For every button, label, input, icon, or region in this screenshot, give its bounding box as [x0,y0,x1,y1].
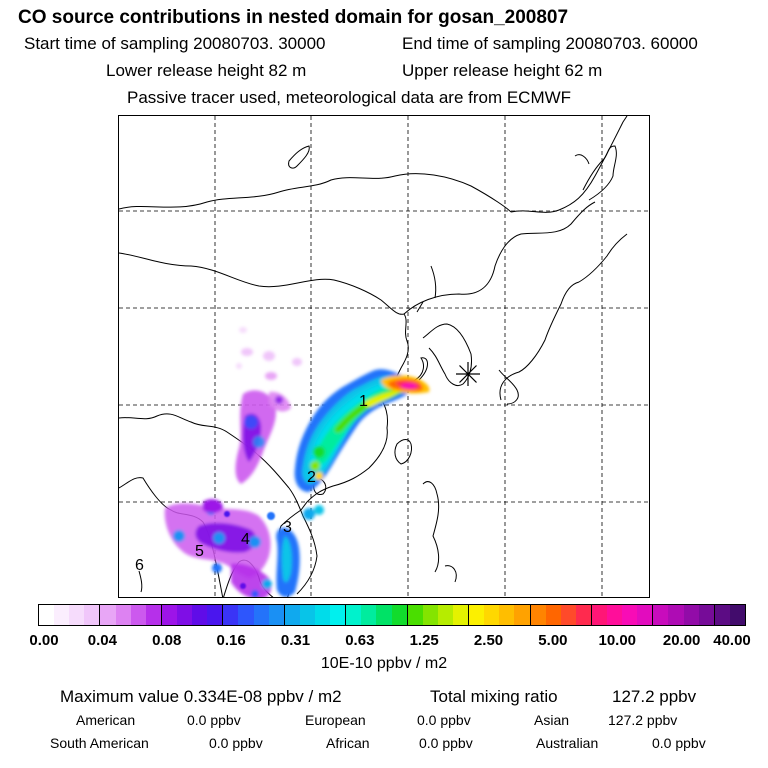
colorbar-tick-label: 0.16 [216,632,246,649]
colorbar-swatch [607,605,623,625]
colorbar-swatch [361,605,377,625]
colorbar-swatch [653,605,669,625]
colorbar-swatch [161,605,177,625]
australian-label: Australian [536,735,599,751]
south-american-label: South American [50,735,149,751]
colorbar-swatch [407,605,423,625]
colorbar-swatch [422,605,438,625]
african-value: 0.0 ppbv [419,735,473,751]
colorbar-tick-label: 0.63 [345,632,375,649]
colorbar-swatch [346,605,362,625]
colorbar-swatch [284,605,300,625]
colorbar-swatch [469,605,485,625]
colorbar-tick-label: 0.08 [152,632,182,649]
colorbar-tick-label: 0.00 [29,632,59,649]
colorbar-swatch [253,605,269,625]
colorbar-swatch [299,605,315,625]
colorbar-swatch [698,605,715,625]
colorbar-tick-label: 2.50 [473,632,504,649]
colorbar-swatch [729,605,746,625]
colorbar-units: 10E-10 ppbv / m2 [320,655,448,672]
colorbar-swatch [668,605,684,625]
colorbar-swatch [176,605,193,625]
asian-label: Asian [534,712,570,728]
colorbar-swatch [560,605,576,625]
colorbar-swatch [683,605,699,625]
source-contribution-field [164,327,430,597]
start-time-label: Start time of sampling 20080703. 30000 [24,34,326,53]
region-label-4: 4 [241,531,250,548]
colorbar-swatch [268,605,285,625]
tracer-note: Passive tracer used, meteorological data… [127,88,572,107]
colorbar-swatch [84,605,101,625]
colorbar-tick-label: 40.00 [713,632,751,649]
colorbar-swatch [145,605,162,625]
american-label: American [76,712,136,728]
african-label: African [326,735,370,751]
colorbar-swatch [115,605,131,625]
colorbar-swatch [69,605,85,625]
colorbar-tick-label: 0.04 [87,632,117,649]
colorbar-swatch [54,605,70,625]
colorbar-swatch [330,605,347,625]
colorbar-swatch [499,605,515,625]
south-american-value: 0.0 ppbv [209,735,263,751]
american-value: 0.0 ppbv [187,712,241,728]
plot-title: CO source contributions in nested domain… [18,7,569,28]
map-svg: 1 2 3 4 5 6 [119,116,649,597]
colorbar-swatch [223,605,239,625]
colorbar-swatch [545,605,561,625]
colorbar-swatch [39,605,55,625]
colorbar-swatch [714,605,730,625]
region-label-5: 5 [195,543,204,560]
colorbar-swatch [452,605,470,625]
colorbar-tick-label: 20.00 [662,632,701,649]
upper-release-label: Upper release height 62 m [402,61,603,80]
european-label: European [305,712,366,728]
colorbar-swatch [575,605,592,625]
colorbar-tick-label: 10.00 [598,632,637,649]
total-mixing-label: Total mixing ratio [430,687,558,706]
colorbar-swatch [637,605,654,625]
colorbar-swatch [484,605,500,625]
total-mixing-value: 127.2 ppbv [612,687,697,706]
asian-value: 127.2 ppbv [608,712,678,728]
colorbar-swatch [391,605,408,625]
region-label-6: 6 [135,557,144,574]
asterisk-icon [456,362,480,386]
colorbar-swatch [437,605,453,625]
colorbar-tick-label: 0.31 [280,632,311,649]
map-panel: 1 2 3 4 5 6 [118,115,650,598]
max-value-label: Maximum value 0.334E-08 ppbv / m2 [60,687,342,706]
colorbar-swatch [622,605,638,625]
colorbar [38,604,746,626]
european-value: 0.0 ppbv [417,712,471,728]
colorbar-swatch [530,605,546,625]
region-label-3: 3 [283,519,292,536]
colorbar-swatch [207,605,224,625]
colorbar-swatch [100,605,116,625]
region-label-2: 2 [307,469,316,486]
colorbar-swatch [130,605,146,625]
australian-value: 0.0 ppbv [652,735,706,751]
lat-lon-grid [119,116,649,597]
colorbar-swatch [314,605,331,625]
lower-release-label: Lower release height 82 m [106,61,307,80]
colorbar-swatch [514,605,531,625]
colorbar-swatch [238,605,254,625]
region-label-1: 1 [359,393,368,410]
end-time-label: End time of sampling 20080703. 60000 [402,34,698,53]
colorbar-tick-label: 5.00 [538,632,568,649]
colorbar-tick-label: 1.25 [409,632,439,649]
colorbar-swatch [192,605,208,625]
colorbar-swatch [376,605,392,625]
colorbar-swatch [591,605,608,625]
